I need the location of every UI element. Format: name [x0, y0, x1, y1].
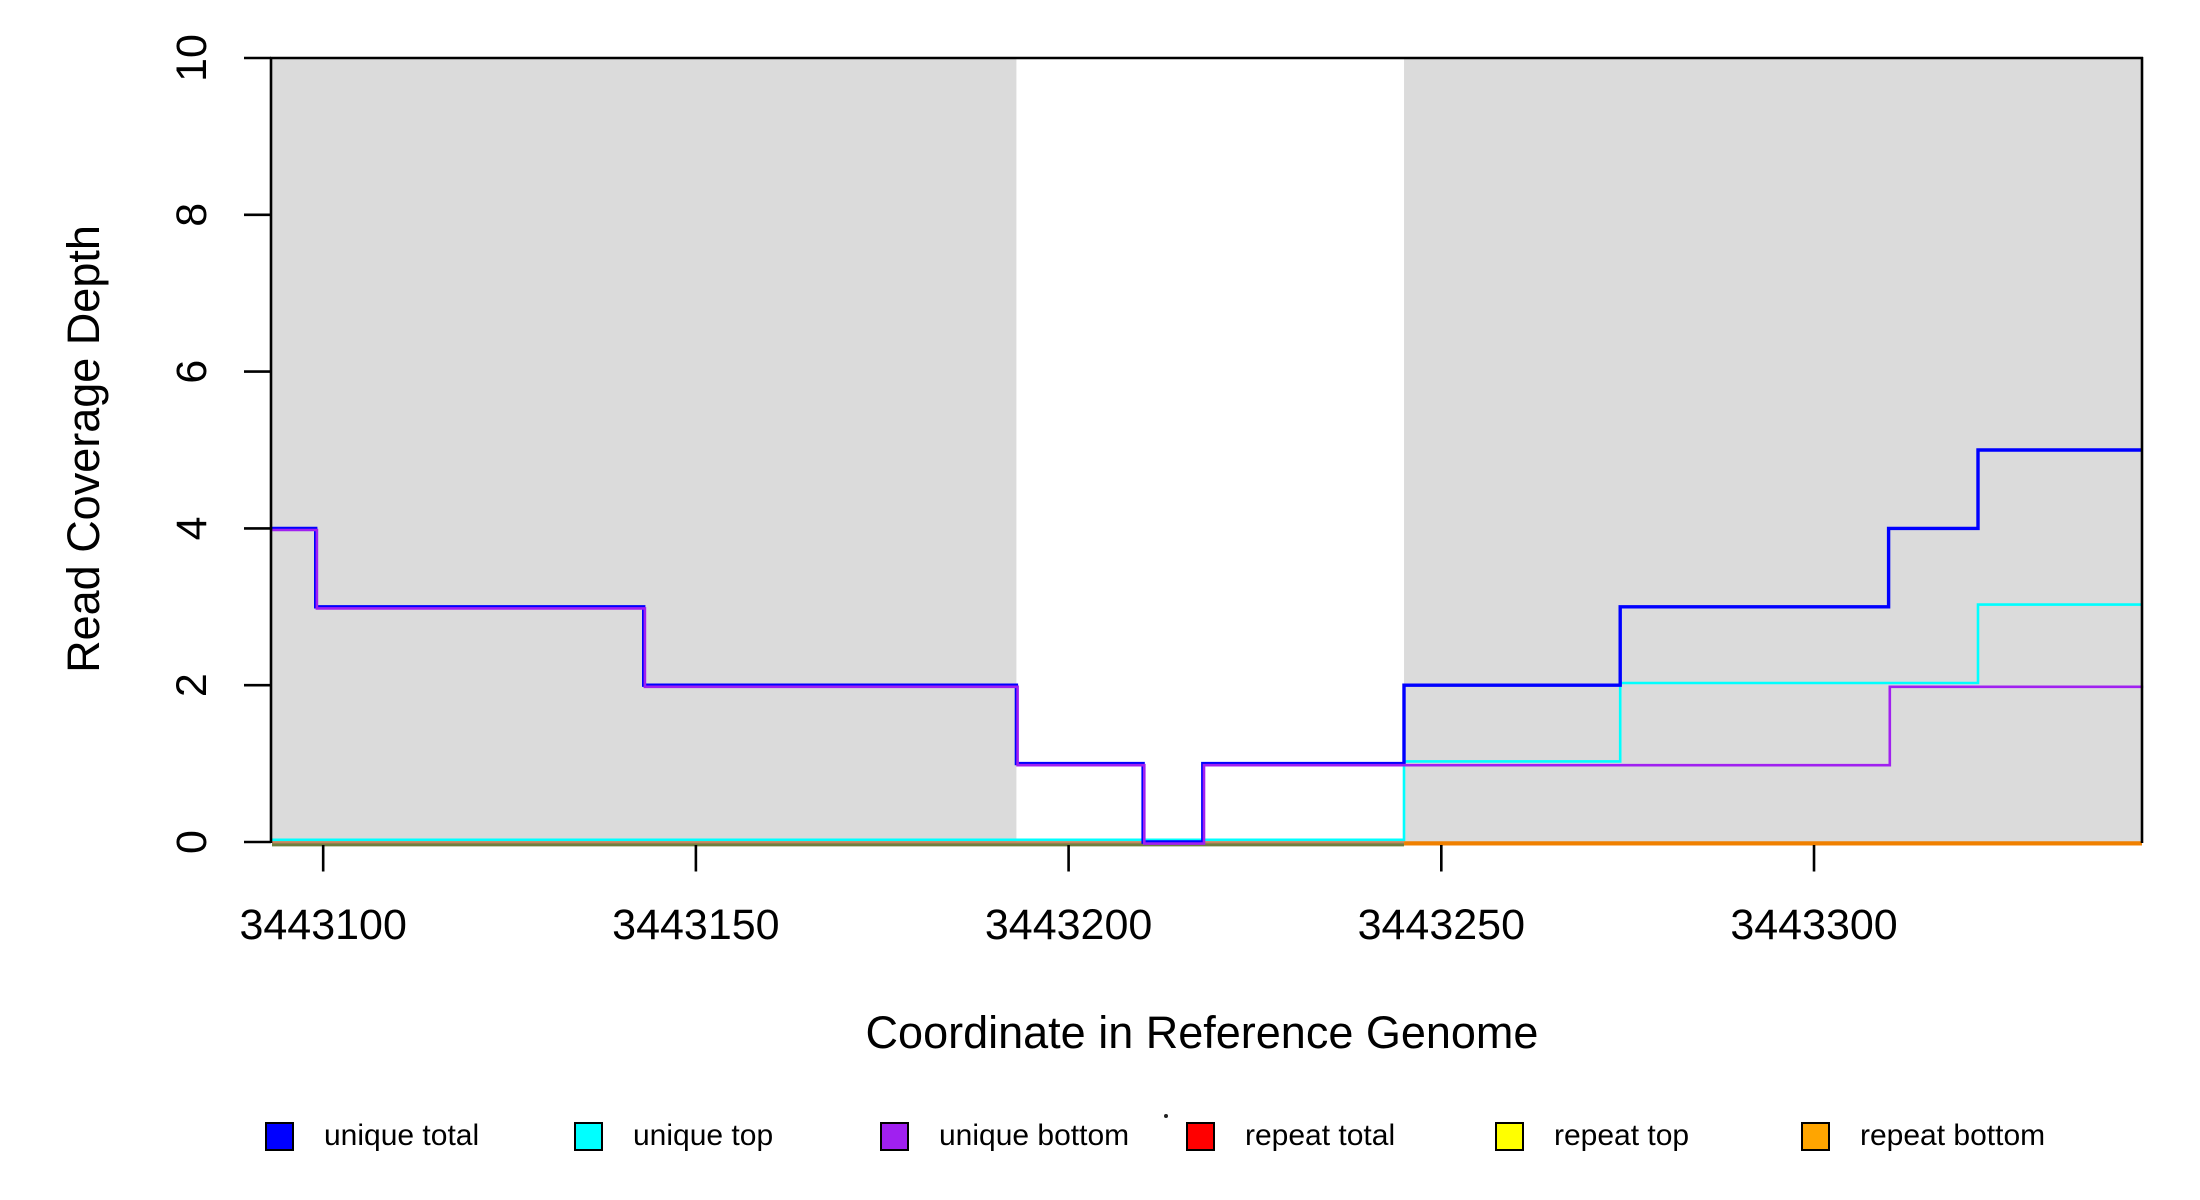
legend-item: repeat total: [1186, 1120, 1395, 1152]
y-tick-label: 2: [168, 673, 216, 697]
legend-label: repeat bottom: [1860, 1119, 2046, 1152]
legend-title-dot: [1164, 1114, 1168, 1118]
legend-label: repeat total: [1245, 1119, 1396, 1152]
legend-item: unique bottom: [880, 1120, 1129, 1152]
x-tick-label: 3443200: [985, 901, 1152, 949]
x-axis-title: Coordinate in Reference Genome: [865, 1007, 1539, 1058]
legend-swatch-repeat-bottom: [1801, 1121, 1830, 1151]
legend-swatch-repeat-top: [1495, 1121, 1524, 1151]
legend-label: repeat top: [1554, 1119, 1690, 1152]
series-line-unique-top: [271, 603, 2142, 842]
legend-swatch-unique-bottom: [880, 1121, 909, 1151]
legend-item: unique total: [265, 1120, 479, 1152]
y-axis-title: Read Coverage Depth: [58, 225, 109, 673]
legend-label: unique top: [633, 1119, 774, 1152]
y-tick-label: 4: [168, 516, 216, 540]
legend-item: unique top: [574, 1120, 773, 1152]
x-tick-label: 3443250: [1358, 901, 1525, 949]
y-tick-label: 10: [168, 34, 216, 82]
x-tick-label: 3443300: [1730, 901, 1897, 949]
y-tick-label: 0: [168, 830, 216, 854]
series-line-unique-bottom: [272, 528, 2144, 845]
legend-swatch-unique-total: [265, 1121, 294, 1151]
x-tick-label: 3443150: [612, 901, 779, 949]
legend-item: repeat top: [1495, 1120, 1689, 1152]
legend-label: unique bottom: [939, 1119, 1130, 1152]
legend-swatch-unique-top: [574, 1121, 603, 1151]
y-tick-label: 6: [168, 360, 216, 384]
y-tick-label: 8: [168, 203, 216, 227]
legend-swatch-repeat-total: [1186, 1121, 1215, 1151]
legend-label: unique total: [324, 1119, 480, 1152]
legend-item: repeat bottom: [1801, 1120, 2045, 1152]
x-tick-label: 3443100: [239, 901, 406, 949]
repeat-region-shade: [271, 58, 1017, 842]
